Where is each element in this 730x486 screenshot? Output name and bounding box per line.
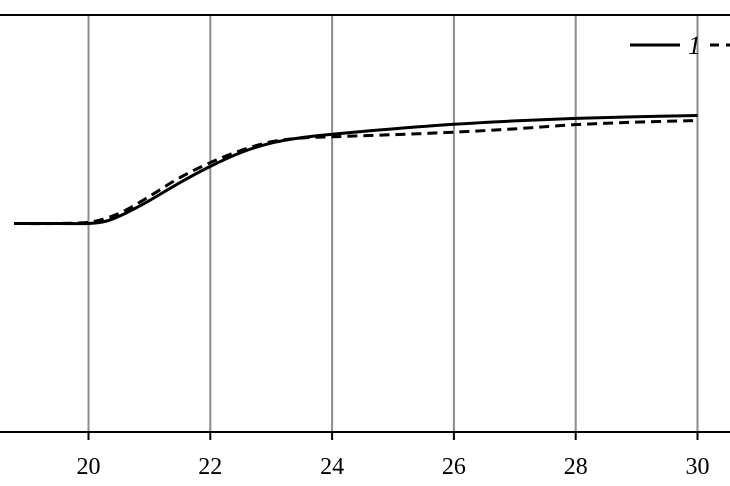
legend-label-series-1: 1 [688, 31, 701, 60]
tick-label-x-26: 26 [442, 454, 466, 480]
x-axis-ticks: 20 22 24 26 28 30 [77, 432, 710, 480]
series-line-2-dashed [13, 119, 698, 226]
legend: 1 [630, 31, 730, 60]
tick-label-x-20: 20 [77, 454, 101, 480]
series-line-1-solid [14, 113, 698, 226]
vertical-grid [87, 15, 699, 432]
tick-label-x-24: 24 [320, 454, 344, 480]
tick-label-x-28: 28 [564, 454, 588, 480]
series-lines [13, 113, 698, 226]
tick-label-x-22: 22 [198, 454, 222, 480]
tick-label-x-30: 30 [686, 454, 710, 480]
